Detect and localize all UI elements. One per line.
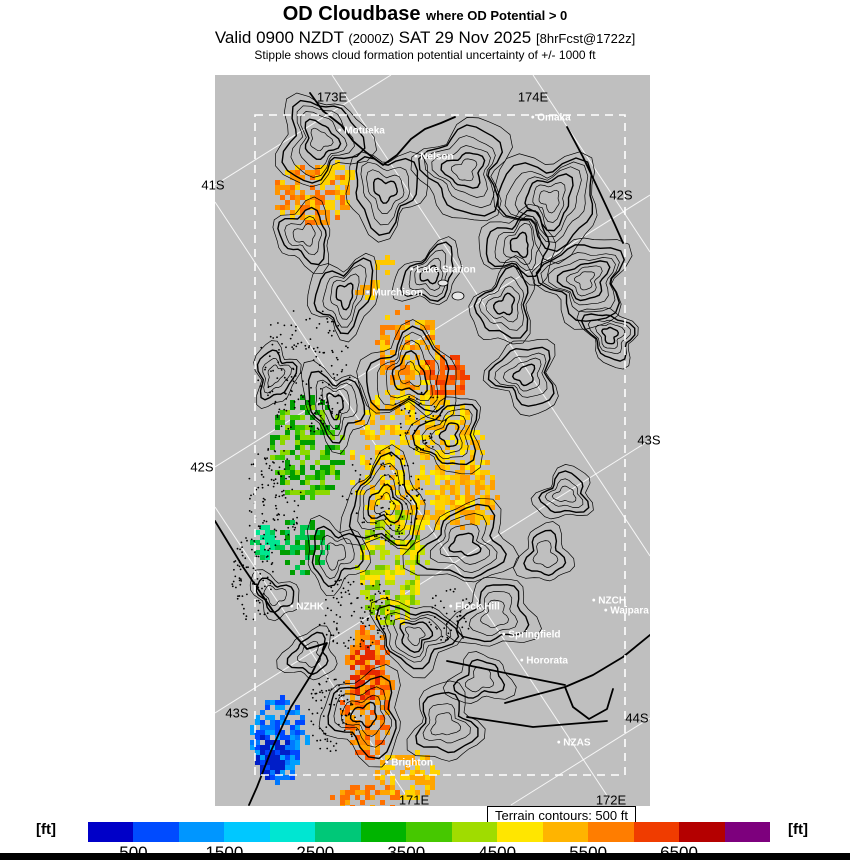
- colorbar-segment: [133, 822, 179, 842]
- colorbar-segment: [542, 822, 589, 842]
- place-label: • Lake Station: [410, 264, 476, 276]
- place-label: • Nelson: [414, 151, 454, 163]
- bottom-black-strip: [0, 853, 850, 860]
- coordinate-label: 42S: [609, 187, 633, 203]
- page-title-line: OD Cloudbase where OD Potential > 0: [0, 3, 850, 26]
- place-label: • Waipara: [604, 605, 649, 617]
- valid-date: SAT 29 Nov 2025: [398, 28, 532, 47]
- place-label: • Motueka: [338, 125, 385, 137]
- coordinate-label: 43S: [637, 432, 661, 448]
- coordinate-label: 43S: [225, 705, 249, 721]
- page-title-note: where OD Potential > 0: [426, 8, 568, 23]
- valid-prefix: Valid 0900 NZDT: [214, 28, 344, 47]
- colorbar-segment: [224, 822, 270, 842]
- coordinate-label: 171E: [398, 792, 430, 808]
- colorbar-segment: [406, 822, 452, 842]
- colorbar-segment: [88, 822, 134, 842]
- colorbar-segment: [360, 822, 407, 842]
- terrain-contour-plot: [215, 75, 650, 806]
- colorbar-segment: [679, 822, 725, 842]
- colorbar-segment: [588, 822, 634, 842]
- terrain-contours-note-text: Terrain contours: 500 ft: [495, 808, 628, 823]
- coordinate-label: 44S: [625, 710, 649, 726]
- coordinate-label: 42S: [190, 459, 214, 475]
- colorbar-segment: [178, 822, 225, 842]
- place-label: • NZHK: [290, 601, 325, 613]
- colorbar-segment: [724, 822, 771, 842]
- valid-fcst: [8hrFcst@1722z]: [536, 31, 636, 46]
- colorbar-segment: [269, 822, 316, 842]
- place-label: • Brighton: [385, 757, 433, 769]
- place-label: • Omaka: [531, 112, 571, 124]
- page-title: OD Cloudbase: [282, 3, 421, 25]
- coordinate-label: 172E: [595, 792, 627, 808]
- place-label: • Murchison: [366, 287, 423, 299]
- colorbar-segment: [497, 822, 543, 842]
- place-label: • Hororata: [520, 655, 568, 667]
- valid-zulu: (2000Z): [348, 31, 394, 46]
- terrain-contours-note: Terrain contours: 500 ft: [487, 806, 636, 825]
- forecast-map: • Motueka • Omaka • Nelson • Lake Station • …: [190, 75, 661, 825]
- colorbar-unit-right: [ft]: [788, 821, 808, 838]
- colorbar-segment: [315, 822, 361, 842]
- valid-time-line: Valid 0900 NZDT (2000Z) SAT 29 Nov 2025 …: [0, 28, 850, 48]
- coordinate-label: 41S: [201, 177, 225, 193]
- colorbar-unit-left: [ft]: [36, 821, 56, 838]
- stipple-note: Stipple shows cloud formation potential …: [254, 48, 596, 62]
- place-label: • NZCH: [592, 595, 627, 607]
- coordinate-label: 174E: [517, 89, 549, 105]
- place-label: • NZAS: [557, 737, 591, 749]
- colorbar-segment: [451, 822, 498, 842]
- coordinate-label: 173E: [316, 89, 348, 105]
- colorbar-segment: [633, 822, 680, 842]
- place-label: • Springfield: [502, 629, 561, 641]
- place-label: • Flock Hill: [449, 601, 500, 613]
- colorbar-gradient: [88, 822, 771, 842]
- cloudbase-colorbar: [ft] 500 1500 2500 3500 4500 5500 6500 [ft]: [0, 820, 850, 860]
- map-labels-layer: • Motueka • Omaka • Nelson • Lake Station • …: [190, 75, 660, 808]
